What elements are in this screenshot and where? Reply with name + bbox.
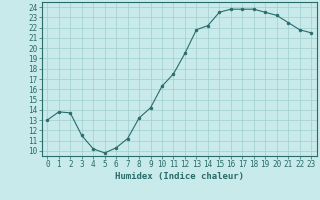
X-axis label: Humidex (Indice chaleur): Humidex (Indice chaleur) <box>115 172 244 181</box>
